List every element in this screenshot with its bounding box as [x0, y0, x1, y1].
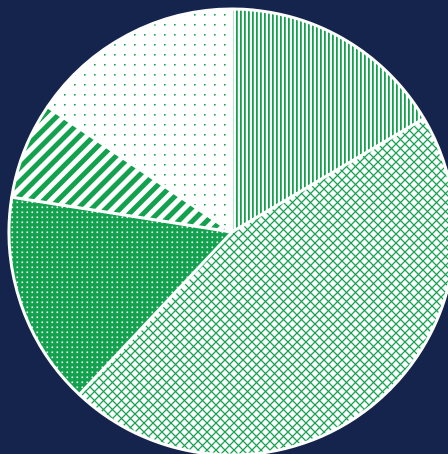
pie-slice-3	[7, 195, 234, 397]
pie-slices	[7, 7, 448, 454]
pie-slice-5	[46, 7, 234, 234]
pie-slice-2	[77, 116, 448, 454]
pie-slice-1	[230, 7, 426, 234]
